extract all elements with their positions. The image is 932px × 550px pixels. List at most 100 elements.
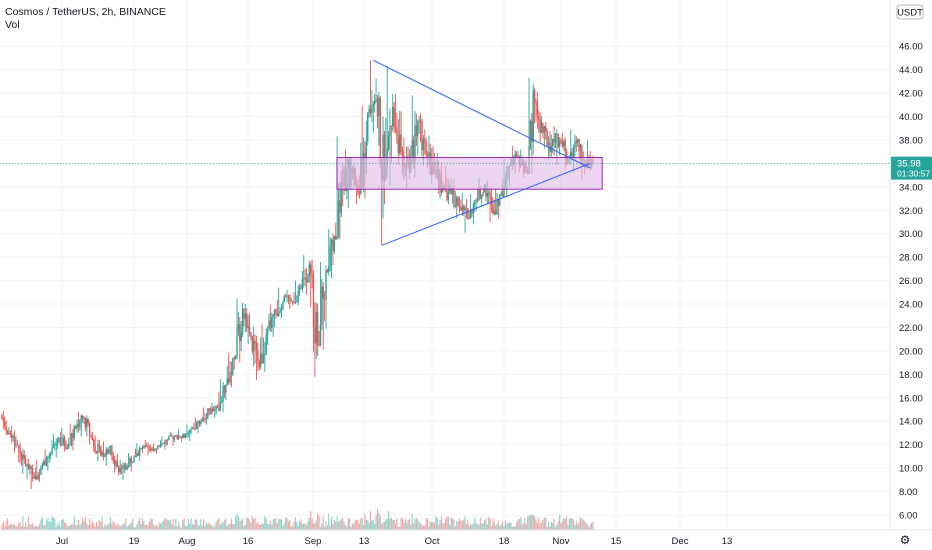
volume-bar xyxy=(218,517,220,530)
price-tick-label: 30.00 xyxy=(899,229,923,240)
volume-bar xyxy=(61,519,63,530)
candle-body xyxy=(538,115,540,120)
volume-bar xyxy=(542,519,544,530)
volume-bar xyxy=(283,523,285,530)
volume-bar xyxy=(440,516,443,530)
volume-bar xyxy=(287,521,290,530)
volume-bar xyxy=(143,520,145,530)
candle-body xyxy=(543,125,546,133)
volume-bar xyxy=(351,524,354,530)
candle-body xyxy=(109,445,112,448)
candle-body xyxy=(290,300,292,302)
candle-body xyxy=(422,139,425,151)
volume-bar xyxy=(41,517,43,530)
candle-body xyxy=(147,446,149,448)
candle-body xyxy=(332,239,334,252)
candle-body xyxy=(298,287,301,291)
candle-body xyxy=(51,447,53,455)
candle-body xyxy=(158,445,160,447)
volume-bar xyxy=(374,524,376,530)
candle-body xyxy=(144,445,146,447)
volume-bar xyxy=(514,526,516,530)
candle-body xyxy=(424,139,426,141)
candle-body xyxy=(189,429,191,433)
volume-bar xyxy=(540,522,543,530)
candle-body xyxy=(547,142,550,146)
volume-bar xyxy=(353,522,355,530)
candle-body xyxy=(358,192,361,194)
candle-body xyxy=(261,353,263,364)
candle-body xyxy=(372,104,374,107)
candle-body xyxy=(225,384,227,393)
candle-body xyxy=(118,466,120,473)
volume-bar xyxy=(564,518,566,530)
volume-bar xyxy=(390,517,392,530)
volume-bar xyxy=(130,522,132,530)
volume-bar xyxy=(381,523,383,530)
candle-body xyxy=(475,199,477,201)
candle-body xyxy=(30,466,32,469)
volume-bar xyxy=(40,519,42,530)
volume-bar xyxy=(269,520,271,530)
volume-bar xyxy=(154,526,156,530)
triangle-trendline xyxy=(373,59,591,169)
candle-body xyxy=(517,156,519,158)
volume-bar xyxy=(261,523,263,530)
price-axis: 6.00 8.00 10.00 12.00 14.00 16.00 18.00 20.00 22… xyxy=(889,0,923,530)
volume-bar xyxy=(579,517,582,530)
volume-bar xyxy=(204,525,206,530)
candle-body xyxy=(56,440,59,444)
candle-body xyxy=(515,154,518,157)
candle-body xyxy=(450,187,452,194)
candle-body xyxy=(230,372,233,375)
candle-body xyxy=(254,340,256,344)
candle-body xyxy=(191,428,194,430)
volume-bar xyxy=(31,523,34,530)
candle-body xyxy=(36,475,38,479)
volume-bar xyxy=(511,527,513,530)
volume-bar xyxy=(296,521,298,530)
candle-body xyxy=(169,435,171,436)
candle-body xyxy=(284,295,287,297)
candle-body xyxy=(187,432,190,434)
candle-body xyxy=(421,120,423,151)
volume-bar xyxy=(428,526,430,530)
candle-body xyxy=(233,358,235,360)
candle-body xyxy=(12,435,14,438)
time-tick-label: 13 xyxy=(722,536,733,547)
volume-bar xyxy=(100,521,102,530)
volume-bar xyxy=(497,520,500,530)
volume-bar xyxy=(290,526,292,530)
candle-body xyxy=(330,239,333,247)
candle-body xyxy=(262,354,265,364)
volume-bar xyxy=(433,523,436,530)
candle-body xyxy=(564,140,566,152)
candle-body xyxy=(72,432,74,439)
volume-bar xyxy=(533,516,536,530)
candle-body xyxy=(208,408,210,411)
candle-body xyxy=(49,454,52,456)
volume-bar xyxy=(13,523,16,530)
volume-bar xyxy=(371,520,373,530)
candle-body xyxy=(226,378,228,385)
volume-bar xyxy=(230,518,233,530)
volume-bar xyxy=(193,524,195,530)
candle-body xyxy=(195,422,198,429)
candle-body xyxy=(76,423,78,429)
candle-body xyxy=(371,106,373,113)
volume-bar xyxy=(567,525,569,530)
candle-body xyxy=(542,123,544,133)
candle-body xyxy=(111,445,113,456)
volume-bar xyxy=(585,522,587,530)
settings-gear-icon[interactable]: ⚙ xyxy=(900,533,911,547)
candle-body xyxy=(308,264,311,276)
volume-bar xyxy=(201,525,203,530)
volume-bar xyxy=(109,517,112,530)
candle-body xyxy=(417,121,419,137)
candle-body xyxy=(579,144,582,151)
volume-bar xyxy=(408,518,411,530)
candle-body xyxy=(33,473,35,479)
volume-bar xyxy=(107,524,109,530)
volume-bar xyxy=(203,518,205,530)
